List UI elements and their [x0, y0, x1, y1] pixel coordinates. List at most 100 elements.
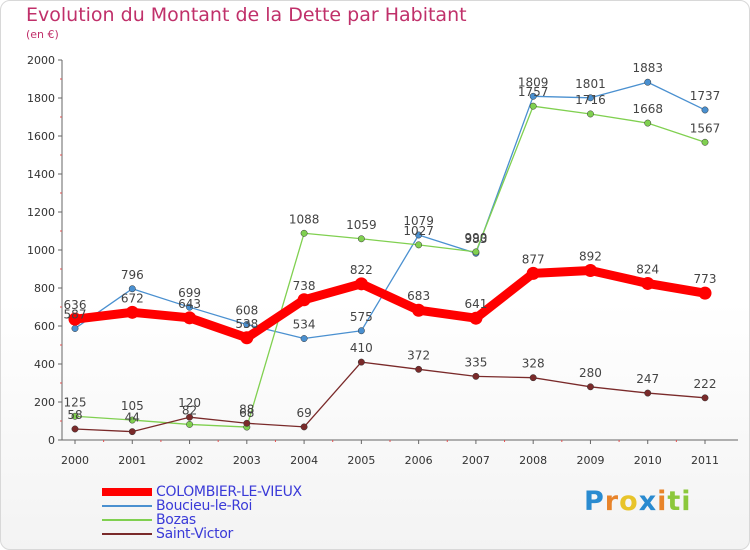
data-label: 990: [464, 231, 487, 245]
data-label: 82: [182, 403, 197, 417]
series-line-1: [74, 81, 706, 340]
data-point: [469, 311, 483, 325]
data-label: 280: [579, 366, 602, 380]
x-tick-label: 2000: [61, 454, 89, 467]
y-tick-label: 600: [34, 320, 55, 333]
data-point: [415, 231, 423, 239]
x-tick-label: 2002: [176, 454, 204, 467]
data-label: 222: [694, 377, 717, 391]
x-tick-label: 2001: [118, 454, 146, 467]
data-label: 120: [178, 396, 201, 410]
x-tick-label: 2010: [634, 454, 662, 467]
data-label: 328: [522, 357, 545, 371]
data-point: [701, 106, 709, 114]
y-tick-label: 1800: [27, 92, 55, 105]
x-tick-label: 2005: [347, 454, 375, 467]
data-point: [300, 335, 308, 342]
data-label: 1737: [690, 89, 721, 103]
data-label: 641: [464, 297, 487, 311]
y-tick-label: 1400: [27, 168, 55, 181]
data-point: [68, 312, 82, 326]
data-label: 125: [64, 395, 87, 409]
data-label: 1883: [632, 61, 663, 75]
x-tick-label: 2004: [290, 454, 318, 467]
logo-letter: i: [681, 486, 692, 517]
data-label: 643: [178, 297, 201, 311]
x-tick-label: 2007: [462, 454, 490, 467]
logo-letter: P: [584, 486, 605, 517]
legend-swatch: [102, 505, 152, 507]
data-label: 822: [350, 263, 373, 277]
data-label: 1059: [346, 218, 377, 232]
data-point: [128, 416, 136, 424]
x-tick-label: 2003: [233, 454, 261, 467]
data-label: 892: [579, 250, 602, 264]
data-point: [243, 321, 251, 328]
data-label: 587: [64, 307, 87, 321]
data-point: [526, 266, 540, 280]
data-label: 68: [239, 406, 254, 420]
x-tick-label: 2006: [405, 454, 433, 467]
data-point: [529, 92, 537, 100]
legend-swatch: [102, 519, 152, 521]
data-label: 773: [694, 272, 717, 286]
chart-title: Evolution du Montant de la Dette par Hab…: [26, 4, 467, 26]
data-label: 1801: [575, 77, 606, 91]
data-point: [183, 311, 197, 325]
logo-letter: t: [667, 486, 682, 517]
series-line-2: [74, 105, 706, 428]
data-label: 1088: [289, 212, 320, 226]
data-point: [357, 235, 365, 243]
value-labels: 636 672 643 538 738 822 683 641 877 892 824 773 587 7…: [64, 61, 721, 424]
data-point: [644, 119, 652, 127]
y-tick-label: 0: [48, 434, 55, 447]
data-label: 683: [407, 289, 430, 303]
logo-letter: r: [604, 486, 620, 517]
data-point: [186, 420, 193, 428]
data-point: [701, 138, 709, 146]
data-point: [357, 327, 365, 335]
data-point: [71, 325, 79, 332]
data-point: [644, 78, 652, 86]
y-tick-label: 200: [34, 396, 55, 409]
data-label: 699: [178, 286, 201, 300]
data-point: [472, 372, 480, 380]
data-label: 410: [350, 341, 373, 355]
data-point: [297, 293, 311, 307]
data-point: [415, 365, 423, 373]
data-point: [243, 419, 251, 427]
y-tick-label: 1200: [27, 206, 55, 219]
data-point: [583, 264, 597, 278]
series-line-0: [70, 266, 710, 343]
data-point: [125, 305, 139, 319]
data-point: [300, 229, 308, 237]
data-label: 44: [125, 411, 140, 425]
data-label: 636: [64, 298, 87, 312]
data-point: [354, 277, 368, 291]
data-point: [412, 303, 426, 317]
data-label: 1567: [690, 121, 721, 135]
data-point: [644, 389, 652, 397]
data-label: 1668: [632, 102, 663, 116]
data-label: 575: [350, 310, 373, 324]
data-point: [128, 285, 136, 293]
data-point: [240, 331, 254, 345]
data-label: 1716: [575, 93, 606, 107]
data-point: [128, 428, 136, 436]
legend-label: COLOMBIER-LE-VIEUX: [156, 484, 302, 500]
legend-label: Bozas: [156, 512, 196, 528]
logo-letter: x: [638, 486, 658, 517]
data-point: [529, 102, 537, 110]
data-point: [701, 394, 709, 402]
data-label: 824: [636, 262, 659, 276]
data-point: [71, 412, 79, 420]
data-point: [587, 383, 594, 391]
data-label: 69: [296, 406, 311, 420]
data-label: 1027: [403, 224, 434, 238]
series-points: [68, 78, 712, 436]
data-label: 1757: [518, 85, 549, 99]
legend-swatch: [102, 488, 152, 496]
y-tick-label: 1000: [27, 244, 55, 257]
data-point: [529, 374, 537, 382]
